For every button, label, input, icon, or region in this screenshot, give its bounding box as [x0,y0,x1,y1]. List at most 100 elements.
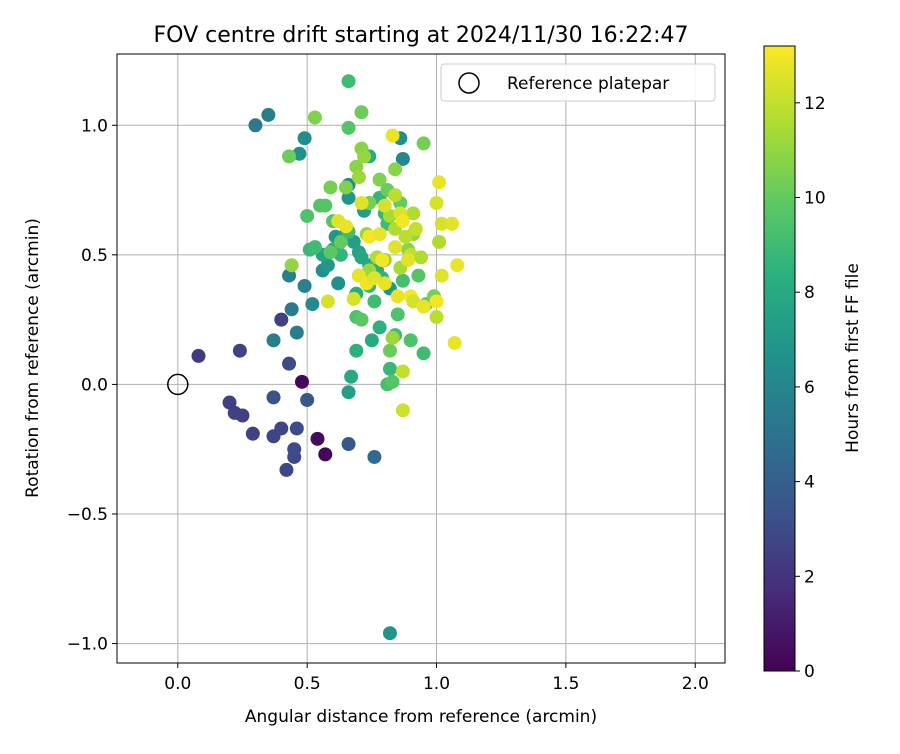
data-point [284,302,299,317]
data-point [346,234,361,249]
colorbar-ticks: 0 2 4 6 8 10 12 [795,94,826,682]
data-point [320,294,335,309]
data-point [323,245,338,260]
data-point [434,268,449,283]
data-point [395,364,410,379]
data-point [375,253,390,268]
data-point [354,196,369,211]
data-point [323,180,338,195]
x-tick-label: 0.5 [294,674,321,694]
data-point [307,240,322,255]
data-point [367,271,382,286]
colorbar-tick-label: 0 [804,662,815,682]
data-point [289,325,304,340]
y-axis-label: Rotation from reference (arcmin) [23,218,43,498]
data-point [385,374,400,389]
data-point [364,333,379,348]
data-point [416,299,431,314]
axes: 0.0 0.5 1.0 1.5 2.0 −1.0 −0.5 0.0 0.5 1.0 [67,116,709,694]
data-point [310,431,325,446]
data-point [414,250,428,265]
data-point [432,234,447,249]
y-tick-label: 1.0 [81,116,108,136]
data-point [388,188,403,203]
colorbar-tick-label: 2 [804,567,815,587]
data-point [395,214,410,229]
data-point [382,626,397,641]
data-point [357,149,372,164]
legend-box [440,63,716,102]
x-tick-label: 1.0 [423,674,450,694]
data-point [338,219,353,234]
data-point [382,361,397,376]
colorbar-label: Hours from first FF file [843,263,863,453]
x-tick-label: 2.0 [682,674,709,694]
data-point [344,369,359,384]
colorbar-tick-label: 8 [804,283,815,303]
data-point [266,390,281,405]
data-point [349,343,364,358]
data-point [432,175,447,190]
data-point [300,392,315,407]
data-point [333,234,348,249]
y-tick-label: 0.0 [81,375,108,395]
data-point [318,447,333,462]
data-point [341,437,356,452]
data-point [261,107,276,122]
x-tick-label: 1.5 [552,674,579,694]
data-point [294,374,309,389]
data-point [266,333,281,348]
data-point [320,258,335,273]
colorbar-tick-label: 12 [804,94,826,114]
data-point [245,426,260,441]
data-point [354,312,369,327]
y-tick-label: −0.5 [67,505,108,525]
data-point [287,442,302,457]
data-point [372,320,387,335]
data-point [232,343,247,358]
data-point [367,294,382,309]
data-point [401,253,416,268]
data-point [390,307,405,322]
data-point [367,449,382,464]
colorbar-tick-label: 6 [804,378,815,398]
data-point [338,180,353,195]
data-point [429,294,444,309]
data-point [385,128,400,143]
data-point [305,297,320,312]
data-point [341,385,356,400]
data-point [416,346,431,361]
data-point [354,105,369,120]
data-point [390,289,405,304]
data-point [222,395,237,410]
plot-area [117,54,725,663]
data-point [282,149,297,164]
colorbar: 0 2 4 6 8 10 12 Hours from first FF file [763,45,863,682]
data-point [274,421,289,436]
data-point [429,310,444,325]
y-tick-label: 0.5 [81,246,108,266]
data-point [331,276,346,291]
x-axis-label: Angular distance from reference (arcmin) [245,707,597,727]
data-point [447,335,462,350]
data-point [297,278,312,293]
data-point [248,118,263,133]
legend: Reference platepar [440,63,716,102]
data-point [235,408,250,423]
data-point [416,136,431,151]
data-point [191,348,206,363]
data-point [403,333,418,348]
data-point [445,216,460,231]
data-point [406,206,421,221]
data-point [398,229,413,244]
data-point [377,198,392,213]
y-tick-label: −1.0 [67,635,108,655]
data-point [388,162,403,177]
data-point [284,258,299,273]
data-point [307,110,322,125]
legend-marker-reference [458,72,480,94]
plot-frame [116,53,726,664]
data-point [372,172,387,187]
